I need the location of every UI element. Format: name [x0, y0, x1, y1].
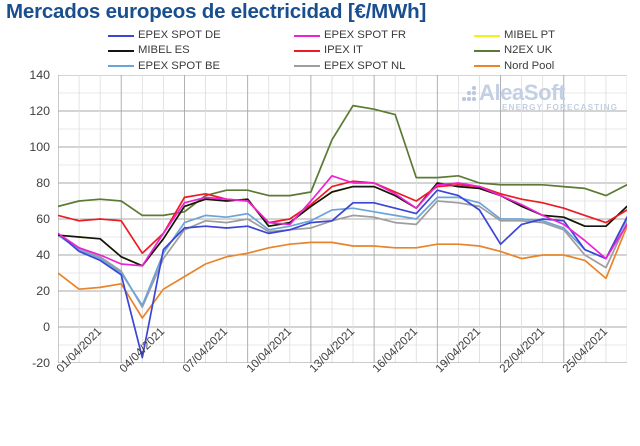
legend-label: EPEX SPOT FR — [324, 29, 407, 42]
y-tick-label: -20 — [32, 356, 50, 370]
y-axis: 140 120 100 80 60 40 20 0 -20 — [0, 68, 54, 370]
legend-swatch-icon — [294, 50, 320, 53]
y-tick-label: 100 — [29, 140, 50, 154]
legend-swatch-icon — [474, 65, 500, 68]
legend-item-mibel-pt[interactable]: MIBEL PT — [474, 29, 624, 42]
series-line-ipex-it — [58, 180, 627, 255]
series-line-n2ex-uk — [58, 104, 627, 217]
plot-wrapper: 140 120 100 80 60 40 20 0 -20 — [0, 68, 640, 370]
x-axis: 01/04/2021 04/04/2021 07/04/2021 10/04/2021… — [0, 325, 640, 446]
legend-item-epex-spot-be[interactable]: EPEX SPOT BE — [108, 59, 294, 72]
legend-swatch-icon — [108, 34, 134, 37]
legend-item-mibel-es[interactable]: MIBEL ES — [108, 45, 294, 56]
legend-label: EPEX SPOT DE — [138, 29, 221, 42]
series-group — [58, 104, 627, 359]
legend-label: EPEX SPOT BE — [138, 59, 221, 72]
legend-swatch-icon — [474, 50, 500, 53]
page-title: Mercados europeos de electricidad [€/MWh… — [6, 0, 427, 23]
legend-item-epex-spot-fr[interactable]: EPEX SPOT FR — [294, 29, 474, 42]
legend-item-n2ex-uk[interactable]: N2EX UK — [474, 45, 624, 56]
legend-label: MIBEL PT — [504, 29, 556, 42]
y-tick-label: 20 — [36, 284, 50, 298]
y-tick-label: 140 — [29, 68, 50, 82]
legend-item-ipex-it[interactable]: IPEX IT — [294, 45, 474, 56]
y-tick-label: 0 — [43, 320, 50, 334]
legend-swatch-icon — [108, 65, 134, 68]
series-line-mibel-pt — [58, 182, 627, 267]
legend-item-nord-pool[interactable]: Nord Pool — [474, 59, 624, 72]
legend-swatch-icon — [294, 34, 320, 37]
legend-label: EPEX SPOT NL — [324, 59, 406, 72]
legend-swatch-icon — [294, 65, 320, 68]
chart-legend: EPEX SPOT DE EPEX SPOT FR MIBEL PT MIBEL ES… — [108, 28, 636, 74]
legend-label: N2EX UK — [504, 44, 553, 57]
legend-label: Nord Pool — [504, 59, 555, 72]
legend-item-epex-spot-nl[interactable]: EPEX SPOT NL — [294, 59, 474, 72]
series-canvas — [58, 75, 627, 363]
legend-label: MIBEL ES — [138, 44, 190, 57]
legend-swatch-icon — [108, 50, 134, 53]
legend-swatch-icon — [474, 34, 500, 37]
y-tick-label: 80 — [36, 176, 50, 190]
y-tick-label: 120 — [29, 104, 50, 118]
series-line-mibel-es — [58, 182, 627, 267]
series-line-epex-spot-fr — [58, 174, 627, 267]
legend-label: IPEX IT — [324, 44, 363, 57]
y-tick-label: 60 — [36, 212, 50, 226]
series-line-epex-spot-de — [58, 189, 627, 359]
y-tick-label: 40 — [36, 248, 50, 262]
plot-area — [58, 75, 627, 363]
series-line-epex-spot-be — [58, 196, 627, 307]
legend-item-epex-spot-de[interactable]: EPEX SPOT DE — [108, 29, 294, 42]
